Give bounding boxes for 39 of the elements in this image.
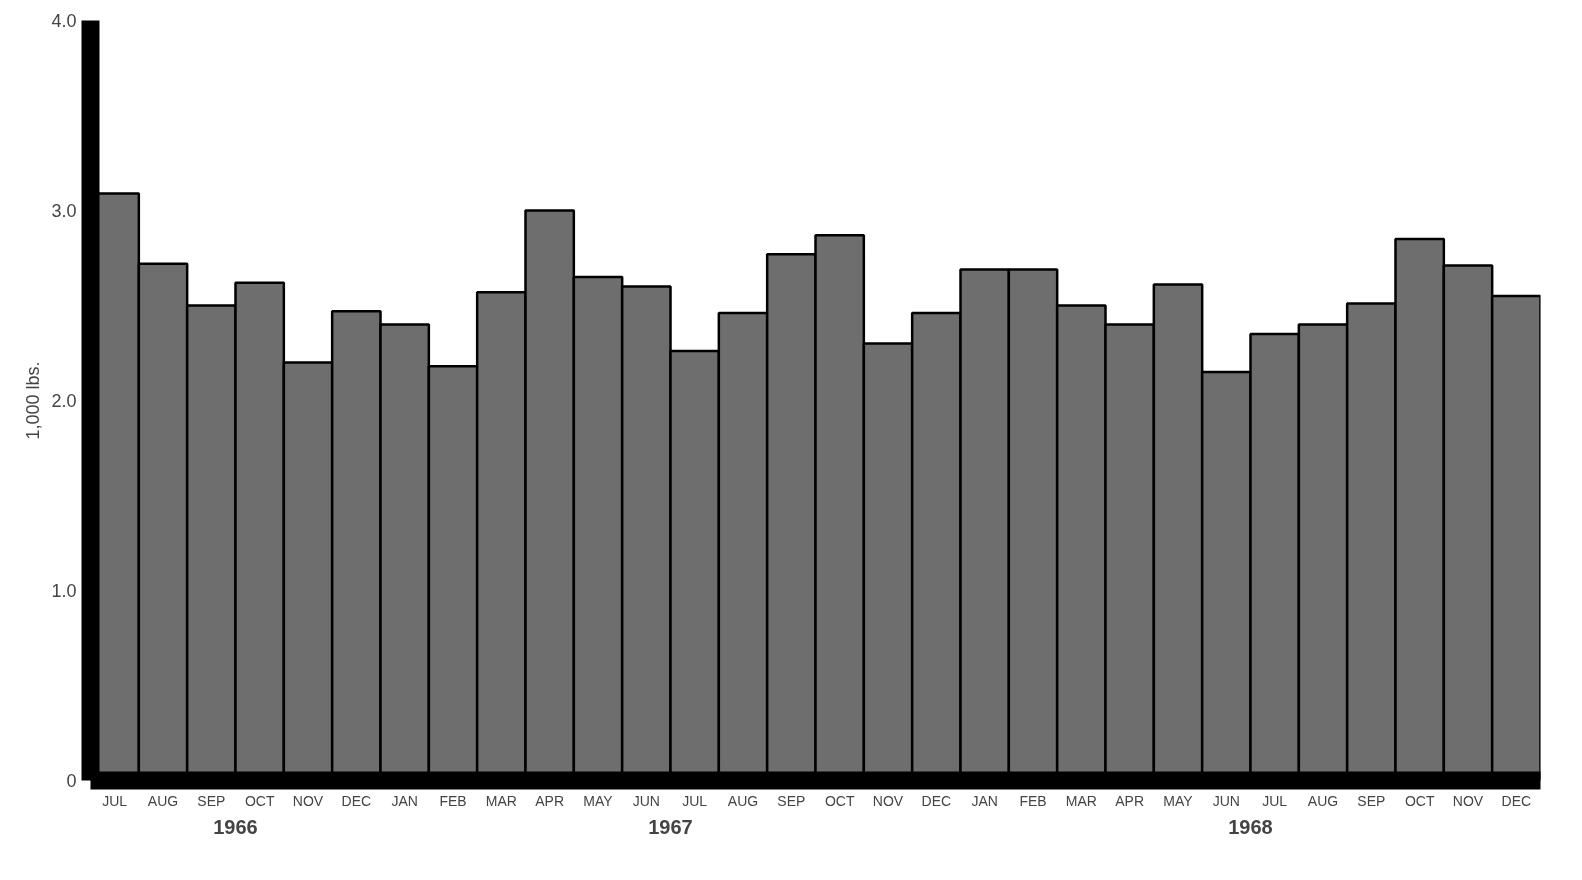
x-tick-label: NOV bbox=[292, 792, 324, 809]
x-tick-label: FEB bbox=[439, 792, 467, 809]
x-tick-label: MAY bbox=[583, 792, 614, 809]
x-tick-label: AUG bbox=[147, 792, 179, 809]
x-tick-label: JUN bbox=[1212, 792, 1240, 809]
x-tick-label: OCT bbox=[824, 792, 855, 809]
x-tick-label: DEC bbox=[341, 792, 372, 809]
x-tick-label: JUL bbox=[1262, 792, 1288, 809]
y-tick-label: 1.0 bbox=[51, 581, 77, 601]
text: 1966 bbox=[213, 815, 258, 838]
x-tick-label: JAN bbox=[971, 792, 998, 809]
text: 1968 bbox=[1228, 815, 1273, 838]
x-tick-label: JUL bbox=[102, 792, 128, 809]
x-tick-label: AUG bbox=[727, 792, 759, 809]
text: 1967 bbox=[648, 815, 693, 838]
x-tick-label: NOV bbox=[1452, 792, 1484, 809]
x-tick-label: SEP bbox=[1357, 792, 1386, 809]
x-tick-label: JAN bbox=[391, 792, 418, 809]
x-tick-label: DEC bbox=[1501, 792, 1532, 809]
x-tick-label: APR bbox=[535, 792, 565, 809]
x-tick-label: DEC bbox=[921, 792, 952, 809]
y-tick-label: 4.0 bbox=[51, 11, 77, 31]
y-tick-label: 0 bbox=[66, 771, 77, 791]
x-tick-label: AUG bbox=[1307, 792, 1339, 809]
x-tick-label: FEB bbox=[1019, 792, 1047, 809]
y-axis-title: 1,000 lbs. bbox=[23, 361, 44, 440]
x-tick-label: MAR bbox=[485, 792, 517, 809]
x-tick-label: NOV bbox=[872, 792, 904, 809]
y-tick-label: 2.0 bbox=[51, 391, 77, 411]
x-tick-label: OCT bbox=[244, 792, 275, 809]
x-tick-label: JUL bbox=[682, 792, 708, 809]
x-tick-label: SEP bbox=[197, 792, 226, 809]
y-tick-label: 3.0 bbox=[51, 201, 77, 221]
x-tick-label: SEP bbox=[777, 792, 806, 809]
x-tick-label: APR bbox=[1115, 792, 1145, 809]
x-tick-label: MAR bbox=[1065, 792, 1097, 809]
x-tick-label: OCT bbox=[1404, 792, 1435, 809]
x-tick-label: MAY bbox=[1163, 792, 1194, 809]
x-tick-label: JUN bbox=[632, 792, 660, 809]
